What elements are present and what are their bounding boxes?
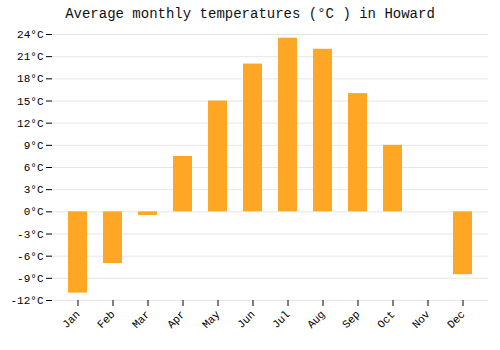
svg-text:9°C: 9°C	[24, 140, 44, 152]
svg-text:Feb: Feb	[95, 308, 117, 330]
svg-text:21°C: 21°C	[17, 51, 44, 63]
svg-text:Jan: Jan	[60, 308, 82, 330]
svg-text:May: May	[200, 308, 223, 331]
svg-text:-12°C: -12°C	[10, 295, 43, 307]
svg-text:24°C: 24°C	[17, 29, 44, 41]
svg-text:-6°C: -6°C	[17, 251, 44, 263]
svg-text:18°C: 18°C	[17, 73, 44, 85]
svg-text:12°C: 12°C	[17, 118, 44, 130]
svg-text:Nov: Nov	[410, 308, 433, 331]
html-text:Average monthly temperatures (: Average monthly temperatures (°C ) in Ho…	[65, 6, 435, 22]
svg-text:Jun: Jun	[235, 308, 257, 330]
svg-text:Mar: Mar	[130, 308, 152, 330]
svg-text:3°C: 3°C	[24, 184, 44, 196]
svg-text:Oct: Oct	[375, 308, 397, 330]
svg-text:Jul: Jul	[270, 308, 292, 330]
svg-text:15°C: 15°C	[17, 96, 44, 108]
svg-text:-3°C: -3°C	[17, 229, 44, 241]
svg-text:Sep: Sep	[340, 308, 362, 330]
svg-text:Aug: Aug	[305, 308, 327, 330]
svg-text:Apr: Apr	[165, 308, 187, 330]
svg-text:0°C: 0°C	[24, 206, 44, 218]
svg-text:Dec: Dec	[445, 308, 467, 330]
svg-text:-9°C: -9°C	[17, 273, 44, 285]
svg-text:6°C: 6°C	[24, 162, 44, 174]
